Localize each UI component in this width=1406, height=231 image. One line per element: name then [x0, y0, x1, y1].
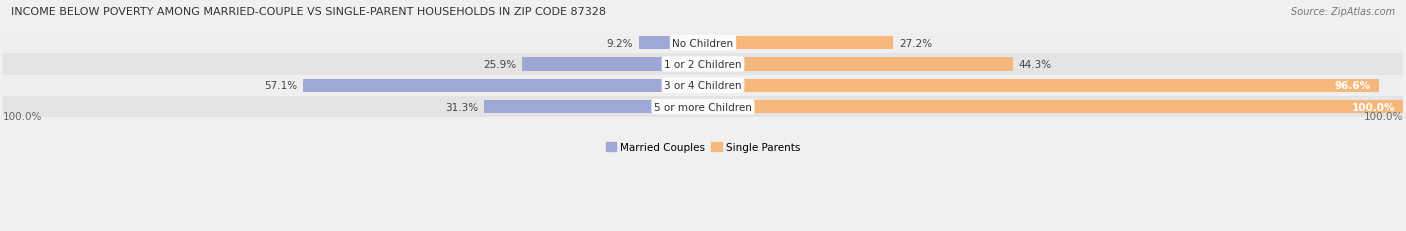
Text: 31.3%: 31.3% — [446, 102, 478, 112]
Text: 25.9%: 25.9% — [482, 60, 516, 70]
Text: 5 or more Children: 5 or more Children — [654, 102, 752, 112]
Text: No Children: No Children — [672, 38, 734, 49]
Text: 27.2%: 27.2% — [898, 38, 932, 49]
Bar — [703, 37, 893, 50]
Bar — [703, 79, 1379, 93]
Legend: Married Couples, Single Parents: Married Couples, Single Parents — [602, 139, 804, 157]
Bar — [522, 58, 703, 71]
Bar — [3, 33, 1403, 54]
Text: 3 or 4 Children: 3 or 4 Children — [664, 81, 742, 91]
Text: INCOME BELOW POVERTY AMONG MARRIED-COUPLE VS SINGLE-PARENT HOUSEHOLDS IN ZIP COD: INCOME BELOW POVERTY AMONG MARRIED-COUPL… — [11, 7, 606, 17]
Bar — [703, 101, 1403, 114]
Text: 100.0%: 100.0% — [1351, 102, 1395, 112]
Text: 1 or 2 Children: 1 or 2 Children — [664, 60, 742, 70]
Bar — [638, 37, 703, 50]
Text: 44.3%: 44.3% — [1019, 60, 1052, 70]
Text: 100.0%: 100.0% — [1364, 111, 1403, 121]
Bar — [484, 101, 703, 114]
Text: 96.6%: 96.6% — [1334, 81, 1371, 91]
Bar — [3, 54, 1403, 75]
Text: 9.2%: 9.2% — [606, 38, 633, 49]
Bar — [3, 97, 1403, 118]
Bar — [3, 75, 1403, 97]
Text: Source: ZipAtlas.com: Source: ZipAtlas.com — [1291, 7, 1395, 17]
Bar — [304, 79, 703, 93]
Text: 57.1%: 57.1% — [264, 81, 298, 91]
Text: 100.0%: 100.0% — [3, 111, 42, 121]
Bar — [703, 58, 1014, 71]
